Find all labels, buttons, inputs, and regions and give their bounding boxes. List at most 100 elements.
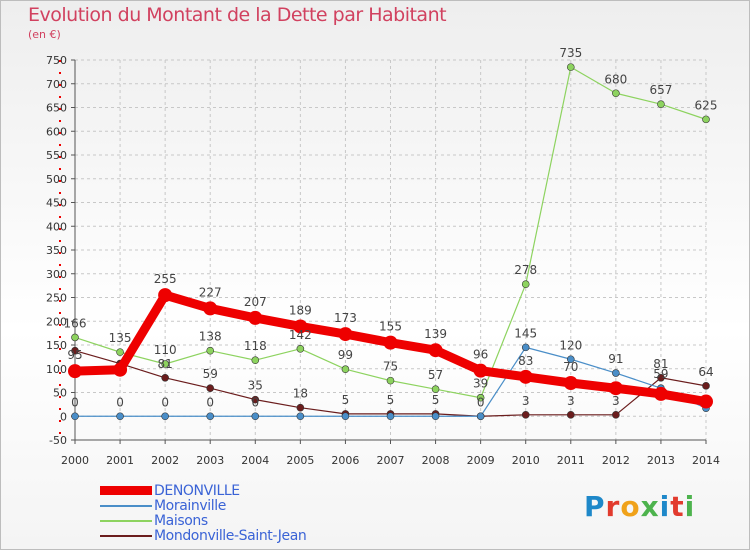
- chart-legend: DENONVILLE Morainville Maisons Mondonville-…: [100, 483, 307, 544]
- data-label: 18: [293, 387, 308, 401]
- proxiti-logo: Proxiti: [584, 490, 695, 523]
- data-label: 657: [649, 83, 672, 97]
- data-label: 39: [473, 377, 488, 391]
- y-tick-label: 150: [46, 339, 67, 352]
- data-label: 91: [608, 352, 623, 366]
- data-point-mondonville-saint-jean: [657, 373, 665, 382]
- x-tick-label: 2010: [512, 454, 540, 467]
- data-point-denonville: [383, 335, 398, 350]
- data-label: 145: [514, 326, 537, 340]
- legend-item: DENONVILLE: [100, 483, 306, 499]
- data-label: 3: [522, 394, 530, 408]
- data-point-denonville: [699, 394, 713, 409]
- data-point-mondonville-saint-jean: [702, 382, 710, 390]
- data-point-maisons: [116, 348, 124, 356]
- legend-swatch: [100, 519, 152, 522]
- data-label: 70: [563, 360, 578, 374]
- data-label: 57: [428, 368, 443, 382]
- x-tick-label: 2013: [647, 454, 675, 467]
- chart-subtitle: (en €): [28, 28, 61, 41]
- data-label: 5: [342, 393, 350, 407]
- data-point-morainville: [161, 412, 169, 421]
- data-label: 138: [199, 330, 222, 344]
- legend-swatch: [100, 534, 152, 537]
- data-point-denonville: [518, 369, 533, 384]
- data-label: 0: [477, 395, 485, 409]
- x-tick-label: 2004: [241, 454, 269, 467]
- data-point-mondonville-saint-jean: [612, 411, 620, 419]
- data-point-mondonville-saint-jean: [521, 411, 530, 419]
- data-point-morainville: [296, 412, 305, 421]
- y-tick-label: 250: [46, 292, 67, 305]
- logo-letter: P: [584, 490, 606, 523]
- data-point-morainville: [566, 355, 575, 364]
- data-point-mondonville-saint-jean: [161, 373, 169, 382]
- data-point-maisons: [161, 360, 169, 368]
- data-label: 189: [289, 303, 312, 317]
- data-point-denonville: [653, 386, 668, 401]
- data-label: 227: [199, 285, 222, 299]
- data-label: 5: [387, 393, 395, 407]
- data-point-morainville: [386, 412, 395, 421]
- logo-letter: o: [620, 490, 641, 523]
- x-tick-label: 2003: [196, 454, 224, 467]
- data-point-denonville: [293, 319, 308, 334]
- data-label: 81: [158, 357, 173, 371]
- x-tick-label: 2014: [692, 454, 720, 467]
- data-point-maisons: [71, 333, 79, 342]
- data-label: 118: [244, 339, 267, 353]
- data-label: 173: [334, 311, 357, 325]
- data-point-mondonville-saint-jean: [566, 411, 575, 419]
- data-point-denonville: [158, 288, 173, 303]
- legend-label: Mondonville-Saint-Jean: [154, 527, 307, 544]
- x-tick-label: 2005: [286, 454, 314, 467]
- chart-title: Evolution du Montant de la Dette par Hab…: [28, 4, 447, 26]
- data-label: 207: [244, 295, 267, 309]
- legend-item: Maisons: [100, 512, 306, 529]
- logo-letter: i: [684, 490, 696, 523]
- data-label: 110: [154, 343, 177, 357]
- data-label: 5: [432, 393, 440, 407]
- x-tick-label: 2009: [467, 454, 495, 467]
- data-point-maisons: [521, 280, 530, 289]
- data-point-denonville: [563, 376, 578, 390]
- data-point-denonville: [113, 362, 128, 377]
- data-label: 35: [248, 379, 263, 393]
- legend-label: Morainville: [154, 497, 226, 514]
- data-point-morainville: [612, 369, 620, 377]
- data-label: 680: [604, 72, 627, 86]
- y-tick-label: 450: [46, 197, 67, 210]
- data-label: 75: [383, 360, 398, 374]
- y-tick-label: 350: [46, 244, 67, 257]
- data-point-morainville: [116, 412, 124, 421]
- x-tick-label: 2007: [377, 454, 405, 467]
- logo-letter: t: [670, 490, 685, 523]
- logo-letter: i: [659, 490, 671, 523]
- legend-item: Mondonville-Saint-Jean: [100, 527, 307, 544]
- data-label: 166: [64, 316, 87, 330]
- data-point-morainville: [251, 412, 260, 421]
- y-tick-label: 400: [46, 220, 67, 233]
- data-label: 99: [338, 348, 353, 362]
- data-label: 155: [379, 320, 402, 334]
- data-label: 278: [514, 263, 537, 277]
- data-label: 135: [109, 331, 132, 345]
- data-point-maisons: [657, 100, 665, 108]
- data-label: 139: [424, 327, 447, 341]
- data-label: 0: [71, 395, 79, 409]
- data-label: 255: [154, 272, 177, 286]
- data-point-mondonville-saint-jean: [251, 395, 260, 404]
- y-tick-label: 100: [46, 363, 67, 376]
- y-tick-label: 550: [46, 149, 67, 162]
- y-tick-label: 300: [46, 268, 67, 281]
- data-label: 59: [653, 367, 668, 381]
- data-point-maisons: [431, 385, 440, 393]
- data-point-maisons: [251, 356, 260, 365]
- legend-swatch: [100, 486, 152, 495]
- x-tick-label: 2012: [602, 454, 630, 467]
- legend-label: Maisons: [154, 512, 208, 529]
- data-point-denonville: [248, 310, 263, 325]
- data-point-maisons: [612, 89, 620, 98]
- data-point-denonville: [203, 301, 218, 316]
- x-tick-label: 2011: [557, 454, 585, 467]
